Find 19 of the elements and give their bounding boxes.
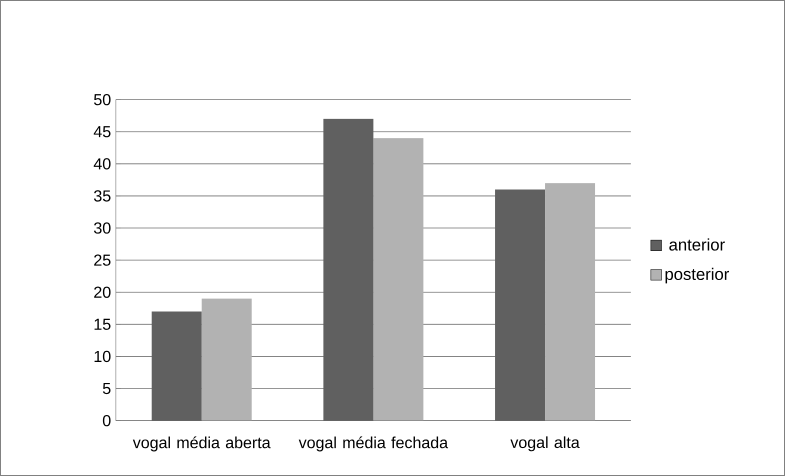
bar xyxy=(545,183,596,421)
legend-label: anterior xyxy=(669,238,725,251)
y-tick-label: 25 xyxy=(94,254,110,266)
x-tick-label: vogal média fechada xyxy=(298,436,448,452)
y-tick-label: 5 xyxy=(102,382,110,394)
legend-label: posterior xyxy=(666,268,730,284)
y-tick-label: 40 xyxy=(94,158,111,170)
y-tick-label: 30 xyxy=(94,222,111,234)
x-tick-label: vogal alta xyxy=(510,436,580,452)
y-tick-label: 10 xyxy=(94,350,111,362)
bar xyxy=(373,138,424,421)
y-tick-label: 15 xyxy=(94,318,110,330)
y-tick-label: 45 xyxy=(94,126,110,138)
x-tick-label: vogal média aberta xyxy=(132,436,271,452)
y-tick-label: 20 xyxy=(94,286,111,298)
bar xyxy=(202,298,252,421)
y-tick-label: 50 xyxy=(94,94,111,106)
y-tick-label: 35 xyxy=(94,190,110,202)
y-tick-label: 0 xyxy=(102,414,111,426)
